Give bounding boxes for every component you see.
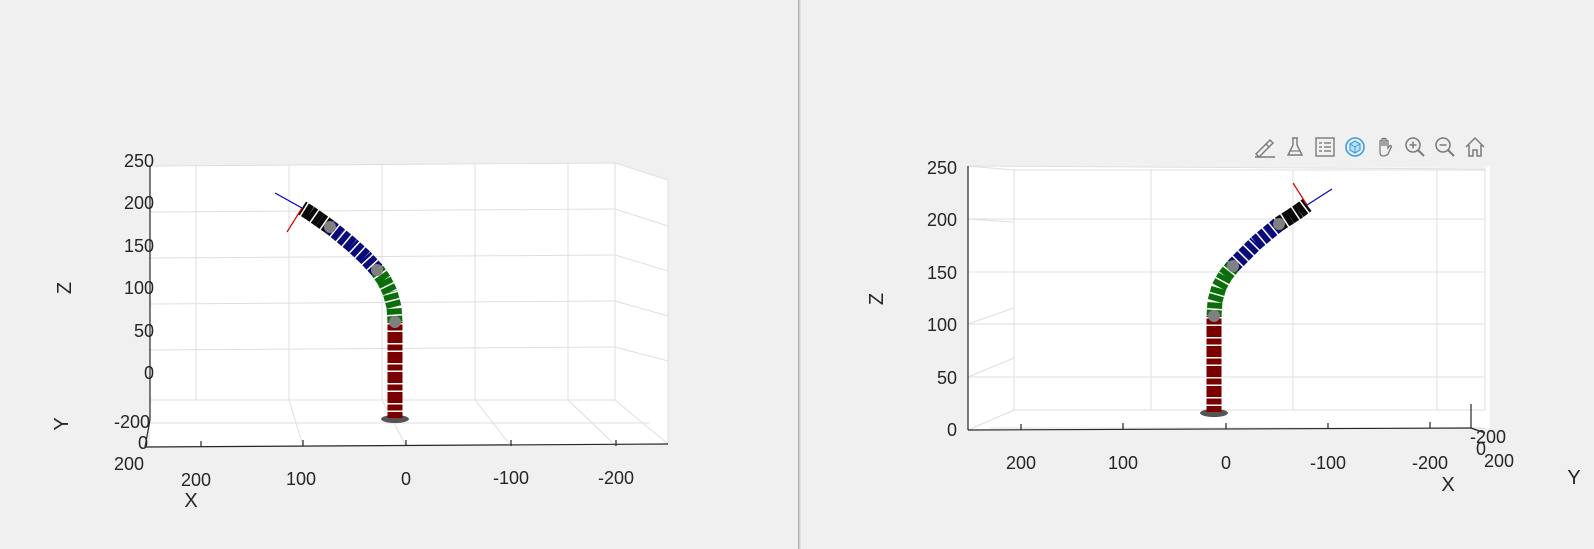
restore-view-button[interactable] bbox=[1461, 133, 1489, 161]
right-z-tick-4: 50 bbox=[937, 368, 957, 388]
left-z-tick-0: 250 bbox=[124, 151, 154, 171]
left-y-axis-label: Y bbox=[51, 417, 73, 430]
right-z-axis-label: Z bbox=[866, 293, 888, 305]
right-tip-frame-axis bbox=[1306, 188, 1333, 206]
zoom-out-icon bbox=[1435, 137, 1455, 157]
left-z-tick-2: 150 bbox=[124, 236, 154, 256]
left-tip-frame-axis bbox=[274, 192, 303, 209]
right-x-tick-2: 0 bbox=[1221, 453, 1231, 473]
pan-button[interactable] bbox=[1371, 133, 1399, 161]
right-z-tick-2: 150 bbox=[927, 263, 957, 283]
right-robot-joint bbox=[1227, 260, 1239, 272]
data-tips-button[interactable] bbox=[1281, 133, 1309, 161]
left-gridlines bbox=[149, 162, 669, 447]
right-axes-background bbox=[968, 166, 1490, 430]
rotate-3d-icon bbox=[1345, 137, 1365, 157]
right-x-tick-1: 100 bbox=[1108, 453, 1138, 473]
right-z-tick-1: 200 bbox=[927, 210, 957, 230]
right-x-tick-0: 200 bbox=[1006, 453, 1036, 473]
right-robot-link bbox=[1212, 272, 1232, 291]
right-axis-lines bbox=[967, 166, 1486, 434]
left-x-tickmarks bbox=[200, 440, 617, 447]
right-3d-axes[interactable]: 250 200 150 100 50 0 200 100 0 -100 -200… bbox=[801, 0, 1594, 549]
left-x-tick-0: 200 bbox=[181, 470, 211, 490]
data-tips-icon bbox=[1286, 137, 1304, 156]
brush-edit-icon bbox=[1255, 139, 1275, 158]
right-x-tick-3: -100 bbox=[1310, 453, 1346, 473]
brush-edit-button[interactable] bbox=[1251, 133, 1279, 161]
right-robot-joint bbox=[1208, 310, 1220, 322]
left-robot-link bbox=[382, 290, 402, 309]
right-x-tickmarks bbox=[1020, 422, 1431, 430]
left-robot-link bbox=[305, 206, 325, 227]
left-x-axis-label: X bbox=[184, 490, 197, 512]
right-y-tick-1: 0 bbox=[1476, 439, 1486, 459]
rotate-3d-button[interactable] bbox=[1341, 133, 1369, 161]
left-x-tick-3: -100 bbox=[493, 468, 529, 488]
figure-divider[interactable] bbox=[798, 0, 801, 549]
right-y-tick-2: 200 bbox=[1484, 451, 1514, 471]
right-robot-link bbox=[1251, 227, 1273, 249]
right-y-axis-label: Y bbox=[1567, 467, 1580, 489]
right-robot-link bbox=[1207, 284, 1227, 304]
legend-icon bbox=[1315, 137, 1335, 157]
left-axes-background bbox=[150, 163, 668, 447]
right-robot-link bbox=[1285, 204, 1304, 224]
zoom-in-button[interactable] bbox=[1401, 133, 1429, 161]
right-robot-joint bbox=[1273, 218, 1285, 230]
home-restore-icon bbox=[1465, 136, 1485, 157]
right-figure-panel: 250 200 150 100 50 0 200 100 0 -100 -200… bbox=[801, 0, 1594, 549]
left-robot-link bbox=[346, 239, 371, 263]
right-x-axis-label: X bbox=[1441, 474, 1454, 496]
left-robot-joint bbox=[324, 221, 336, 233]
axes-toolbar bbox=[1251, 133, 1489, 161]
right-robot-link bbox=[1294, 199, 1312, 217]
zoom-out-button[interactable] bbox=[1431, 133, 1459, 161]
left-robot-link bbox=[377, 276, 397, 296]
left-y-tick-2: 200 bbox=[114, 454, 144, 474]
left-z-tick-5: 0 bbox=[144, 363, 154, 383]
pan-hand-icon bbox=[1379, 137, 1393, 157]
right-tip-frame-axis bbox=[1292, 182, 1308, 206]
right-robot-link bbox=[1238, 237, 1262, 261]
zoom-in-icon bbox=[1405, 137, 1425, 157]
right-y-tick-0: -200 bbox=[1470, 427, 1506, 447]
left-3d-axes[interactable]: 250 200 150 100 50 0 -200 0 200 200 100 … bbox=[0, 0, 798, 549]
left-z-axis-label: Z bbox=[54, 282, 76, 294]
left-continuum-robot bbox=[274, 192, 409, 423]
left-robot-joint bbox=[389, 316, 401, 328]
left-figure-panel: 250 200 150 100 50 0 -200 0 200 200 100 … bbox=[0, 0, 798, 549]
left-robot-link bbox=[335, 229, 357, 251]
left-x-tick-1: 100 bbox=[286, 469, 316, 489]
left-z-tick-3: 100 bbox=[124, 278, 154, 298]
left-x-tick-4: -200 bbox=[598, 468, 634, 488]
left-y-tick-1: 0 bbox=[138, 433, 148, 453]
right-z-tick-5: 0 bbox=[947, 420, 957, 440]
right-z-tick-3: 100 bbox=[927, 315, 957, 335]
right-x-tick-4: -200 bbox=[1412, 453, 1448, 473]
left-z-tick-4: 50 bbox=[134, 321, 154, 341]
legend-button[interactable] bbox=[1311, 133, 1339, 161]
left-z-tick-1: 200 bbox=[124, 193, 154, 213]
left-tip-frame-axis bbox=[286, 207, 303, 233]
right-z-tick-0: 250 bbox=[927, 158, 957, 178]
left-y-tick-0: -200 bbox=[114, 412, 150, 432]
left-x-tick-2: 0 bbox=[401, 469, 411, 489]
left-robot-link bbox=[298, 201, 314, 220]
right-continuum-robot bbox=[1200, 182, 1333, 417]
left-robot-joint bbox=[371, 264, 383, 276]
